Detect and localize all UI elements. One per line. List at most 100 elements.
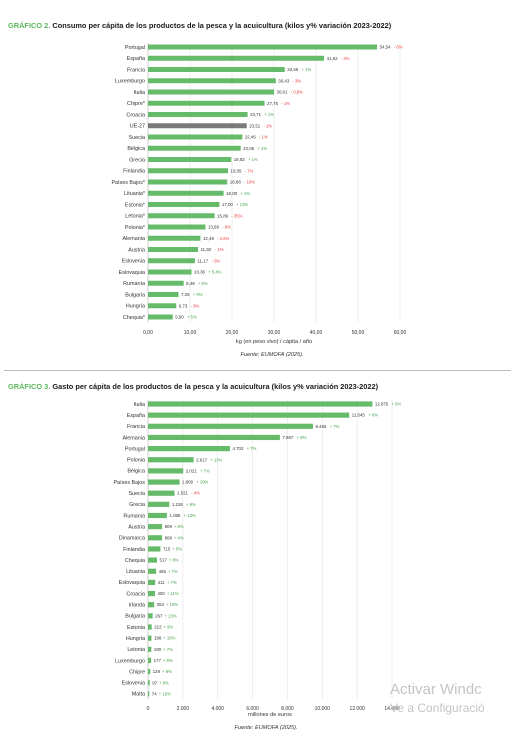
bar: [148, 501, 170, 507]
value-label: 97: [152, 680, 157, 685]
value-label: 808: [165, 535, 173, 540]
change-label: - 0,6%: [291, 90, 303, 95]
value-label: 190: [154, 647, 162, 652]
category-label: Chipre*: [127, 101, 146, 107]
x-tick-label: 6.000: [246, 706, 259, 712]
bar: [148, 44, 378, 50]
bar: [148, 512, 167, 519]
bar: [148, 258, 195, 264]
value-label: 12,49: [203, 236, 215, 241]
bar: [148, 123, 247, 129]
value-label: 2.021: [186, 468, 198, 473]
category-label: Polonia*: [125, 225, 146, 231]
x-tick-label: 30,00: [268, 330, 281, 336]
bar: [148, 524, 163, 530]
change-label: + 11%: [167, 591, 179, 596]
category-label: Bulgaria: [125, 614, 145, 620]
value-label: 54,54: [380, 45, 392, 50]
category-label: Austria: [128, 524, 145, 530]
value-label: 11,17: [197, 258, 208, 263]
category-label: Países Bajos*: [111, 180, 145, 186]
category-label: Portugal: [125, 446, 145, 452]
bar: [148, 624, 152, 630]
value-label: 12.875: [375, 402, 389, 407]
x-tick-label: 10,00: [184, 330, 197, 336]
value-label: 11,92: [201, 247, 212, 252]
value-label: 17,00: [222, 202, 234, 207]
category-label: Finlandia: [123, 547, 145, 553]
value-label: 2.617: [196, 457, 208, 462]
change-label: - 1%: [263, 123, 272, 128]
value-label: 400: [157, 591, 165, 596]
category-label: Bélgica: [127, 146, 145, 152]
change-label: - 10%: [244, 180, 255, 185]
change-label: + 8%: [297, 435, 307, 440]
bar: [148, 590, 155, 597]
change-label: + 6%: [368, 413, 378, 418]
chart-consumo-plot: 0,00 10,00 20,00 30,00 40,00 50,00 60,00 Portug…: [111, 43, 406, 345]
value-label: 1.521: [177, 491, 189, 496]
change-label: + 13%: [184, 513, 196, 518]
category-label: Lituania*: [124, 191, 146, 197]
category-label: Polonia: [127, 458, 145, 464]
chart-title-prefix: GRÁFICO 3.: [8, 382, 51, 391]
change-label: + 10%: [196, 480, 208, 485]
category-label: Portugal: [125, 45, 145, 51]
value-label: 715: [163, 546, 171, 551]
category-label: Alemania: [123, 435, 145, 441]
value-label: 15,86: [217, 213, 229, 218]
bar: [148, 235, 201, 241]
change-label: + 9%: [164, 625, 174, 630]
value-label: 19,05: [231, 168, 243, 173]
category-label: Suecia: [129, 135, 145, 141]
bar: [148, 635, 152, 641]
change-label: + 1%: [302, 67, 312, 72]
change-label: - 6%: [222, 225, 231, 230]
change-label: + 7%: [168, 569, 178, 574]
category-label: Chipre: [129, 669, 145, 675]
category-label: Grecia: [129, 502, 145, 508]
category-label: Irlanda: [129, 603, 145, 609]
bar: [148, 669, 151, 675]
value-label: 30,01: [277, 90, 289, 95]
category-label: Estonia: [127, 625, 145, 631]
change-label: + 1%: [264, 112, 274, 117]
change-label: - 3%: [293, 78, 302, 83]
change-label: + 13%: [236, 202, 248, 207]
value-label: 22,46: [245, 135, 257, 140]
bar: [148, 134, 243, 140]
change-label: + 4%: [174, 535, 184, 540]
change-label: + 6%: [392, 402, 402, 407]
category-label: Rumanía: [123, 281, 145, 287]
bar: [148, 535, 163, 541]
category-label: Austria: [128, 247, 145, 253]
bar: [148, 657, 152, 664]
bar: [148, 202, 220, 207]
value-label: 5,90: [175, 315, 184, 320]
value-label: 74: [152, 691, 157, 696]
value-label: 32,56: [287, 67, 299, 72]
category-label: Italia: [134, 402, 145, 408]
category-label: Croacia: [126, 112, 145, 118]
category-label: Suecia: [129, 491, 145, 497]
bar: [148, 168, 229, 174]
change-label: + 13%: [210, 457, 222, 462]
value-label: 198: [154, 636, 162, 641]
change-label: - 1%: [259, 135, 268, 140]
change-label: + 7%: [200, 468, 210, 473]
change-label: + 13%: [165, 613, 177, 618]
category-label: UE-27: [130, 124, 145, 130]
bar: [148, 145, 241, 151]
bar: [148, 680, 150, 686]
value-label: 1.809: [182, 480, 194, 485]
category-label: Lituania: [126, 569, 145, 575]
category-label: Bélgica: [127, 469, 145, 475]
category-label: Eslovenia: [122, 681, 145, 687]
bar: [148, 490, 175, 496]
value-label: 6,73: [179, 303, 188, 308]
value-label: 13,68: [208, 225, 220, 230]
bar: [148, 446, 230, 452]
category-label: Francia: [127, 424, 145, 430]
category-label: Eslovaquia: [119, 580, 145, 586]
category-label: Chequia: [125, 558, 145, 564]
